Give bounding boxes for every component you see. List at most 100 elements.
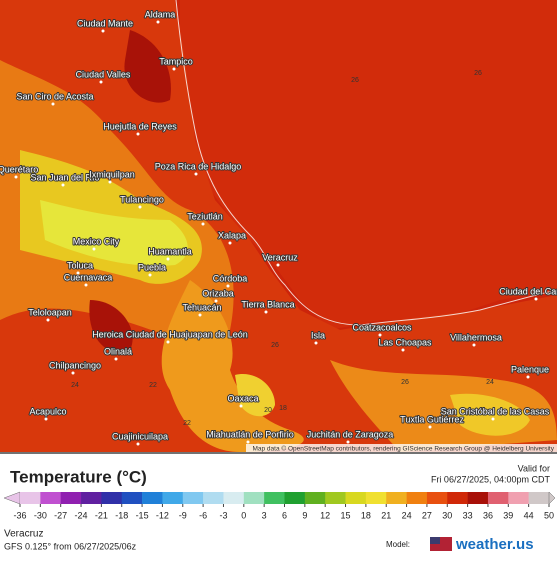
city-label: Tuxtla Gutiérrez	[400, 414, 464, 424]
city-marker	[84, 283, 88, 287]
city-marker	[46, 318, 50, 322]
contour-label: 26	[474, 70, 482, 77]
colorbar-cell	[162, 492, 184, 504]
city-label: Veracruz	[262, 252, 298, 262]
city-label: Ixmiquilpan	[89, 169, 135, 179]
city-label: Poza Rica de Hidalgo	[155, 161, 242, 171]
city-label: Tulancingo	[120, 194, 164, 204]
city-marker	[136, 132, 140, 136]
colorbar-cell	[40, 492, 61, 504]
city-marker	[101, 29, 105, 33]
colorbar-cell	[508, 492, 529, 504]
city-label: Aldama	[145, 9, 176, 19]
city-label: San Cristóbal de las Casas	[441, 406, 550, 416]
colorbar-tick-label: 18	[361, 510, 371, 520]
colorbar-tick-label: 24	[402, 510, 412, 520]
attribution: Map data © OpenStreetMap contributors, r…	[252, 445, 554, 453]
city-marker	[92, 247, 96, 251]
city-marker	[51, 102, 55, 106]
colorbar-cell	[243, 492, 265, 504]
city-label: Juchitán de Zaragoza	[307, 429, 394, 439]
colorbar-tick-label: 3	[262, 510, 267, 520]
colorbar-cell	[365, 492, 387, 504]
city-marker	[264, 310, 268, 314]
contour-label: 18	[279, 405, 287, 412]
city-marker	[136, 442, 140, 446]
contour-label: 26	[401, 379, 409, 386]
contour-label: 20	[264, 407, 272, 414]
city-label: Coatzacoalcos	[352, 322, 412, 332]
city-marker	[194, 172, 198, 176]
colorbar-tick-label: -21	[95, 510, 108, 520]
colorbar-tick-label: 36	[483, 510, 493, 520]
colorbar-tick-label: 33	[463, 510, 473, 520]
colorbar-cell	[284, 492, 306, 504]
colorbar-cell	[60, 492, 82, 504]
colorbar-tick-label: 27	[422, 510, 432, 520]
colorbar-cell	[264, 492, 285, 504]
city-label: Huejutla de Reyes	[103, 121, 177, 131]
city-label: Mexico City	[73, 236, 120, 246]
map-background	[0, 0, 557, 452]
colorbar-cell	[101, 492, 123, 504]
city-label: Ciudad Mante	[77, 18, 133, 28]
colorbar-cell	[203, 492, 224, 504]
legend-title: Temperature (°C)	[10, 467, 147, 486]
model-label: Model:	[386, 540, 410, 549]
contour-label: 22	[183, 420, 191, 427]
city-marker	[138, 205, 142, 209]
city-marker	[108, 180, 112, 184]
city-marker	[71, 371, 75, 375]
colorbar-tick-label: 21	[381, 510, 391, 520]
legend-bg	[0, 453, 557, 557]
brand: weather.us	[455, 536, 534, 553]
contour-label: 24	[71, 382, 79, 389]
city-label: Miahuatlán de Porfirio	[206, 429, 294, 439]
city-label: Teziutlán	[187, 211, 223, 221]
colorbar-cell	[182, 492, 204, 504]
model-info: GFS 0.125° from 06/27/2025/06z	[4, 541, 137, 551]
colorbar-cell	[223, 492, 245, 504]
colorbar-tick-label: -3	[219, 510, 227, 520]
city-label: Oaxaca	[227, 393, 258, 403]
city-marker	[226, 284, 230, 288]
flag-canton	[430, 537, 440, 544]
city-label: Tampico	[159, 56, 193, 66]
colorbar-cell	[142, 492, 163, 504]
city-marker	[346, 440, 350, 444]
colorbar-tick-label: 12	[320, 510, 330, 520]
city-label: Ciudad Valles	[76, 69, 131, 79]
city-marker	[99, 80, 103, 84]
city-marker	[472, 343, 476, 347]
city-marker	[401, 348, 405, 352]
city-label: Acapulco	[29, 406, 66, 416]
colorbar-tick-label: -12	[156, 510, 169, 520]
colorbar-tick-label: 44	[524, 510, 534, 520]
city-label: Chilpancingo	[49, 360, 101, 370]
attribution-bg	[246, 444, 557, 453]
city-marker	[44, 417, 48, 421]
colorbar-tick-label: -9	[179, 510, 187, 520]
city-label: Villahermosa	[450, 332, 502, 342]
colorbar-tick-label: -36	[13, 510, 26, 520]
city-marker	[148, 273, 152, 277]
city-label: San Ciro de Acosta	[16, 91, 93, 101]
city-marker	[378, 333, 382, 337]
city-marker	[228, 241, 232, 245]
colorbar-tick-label: -27	[54, 510, 67, 520]
city-label: Córdoba	[213, 273, 248, 283]
colorbar-cell	[345, 492, 367, 504]
city-label: Tehuacán	[182, 302, 221, 312]
city-marker	[246, 440, 250, 444]
city-marker	[76, 271, 80, 275]
city-label: San Juan del Río	[30, 172, 99, 182]
city-label: Las Choapas	[378, 337, 432, 347]
colorbar-tick-label: 30	[442, 510, 452, 520]
city-label: Teloloapan	[28, 307, 72, 317]
colorbar-cell	[487, 492, 509, 504]
city-marker	[201, 222, 205, 226]
colorbar-tick-label: 6	[282, 510, 287, 520]
city-marker	[114, 357, 118, 361]
